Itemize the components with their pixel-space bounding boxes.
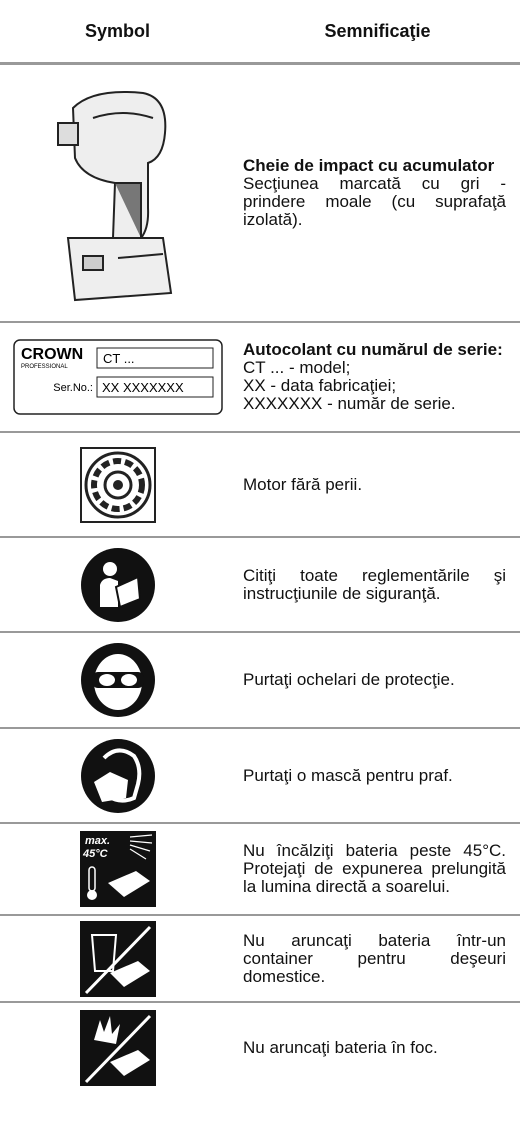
row-text: Citiţi toate reglementările şi instrucţi…: [243, 565, 506, 603]
model-box: [96, 347, 213, 369]
row: Nu aruncaţi bateria în foc.: [0, 1003, 520, 1093]
row-line: XXXXXXX - număr de serie.: [243, 394, 456, 413]
meaning-cell: Citiţi toate reglementările şi instrucţi…: [235, 538, 520, 631]
meaning-cell: Cheie de impact cu acumulator Secţiunea …: [235, 65, 520, 321]
dust-mask-icon: [80, 738, 155, 813]
row: Cheie de impact cu acumulator Secţiunea …: [0, 65, 520, 323]
no-bin-icon: [79, 920, 156, 997]
row: Purtaţi o mască pentru praf.: [0, 729, 520, 824]
row: CROWN PROFESSIONAL CT ... Ser.No.: XX XX…: [0, 323, 520, 433]
symbol-cell: [0, 65, 235, 321]
no-fire-icon: [79, 1010, 156, 1086]
row-text: Purtaţi o mască pentru praf.: [243, 765, 453, 785]
symbol-cell: [0, 1003, 235, 1093]
temperature-icon: max. 45°C: [79, 831, 156, 907]
label-sub: PROFESSIONAL: [21, 364, 68, 370]
header-symbol: Symbol: [84, 20, 150, 41]
row: max. 45°C Nu încălziţi bateria peste 45°…: [0, 824, 520, 916]
serial-box: [96, 376, 213, 398]
meaning-cell: Purtaţi o mască pentru praf.: [235, 729, 520, 822]
header-meaning: Semnificaţie: [324, 20, 431, 41]
read-manual-icon: [80, 547, 155, 622]
symbol-cell: CROWN PROFESSIONAL CT ... Ser.No.: XX XX…: [0, 323, 235, 431]
label-serial-label: Ser.No.:: [53, 382, 93, 394]
symbol-cell: [0, 916, 235, 1001]
meaning-cell: Purtaţi ochelari de protecţie.: [235, 633, 520, 727]
meaning-cell: Motor fără perii.: [235, 433, 520, 536]
serial-label-icon: CROWN PROFESSIONAL CT ... Ser.No.: XX XX…: [12, 339, 223, 415]
symbol-cell: max. 45°C: [0, 824, 235, 914]
meaning-cell: Nu încălziţi bateria peste 45°C. Proteja…: [235, 824, 520, 914]
meaning-cell: Nu aruncaţi bateria într-un container pe…: [235, 916, 520, 1001]
symbol-cell: [0, 729, 235, 822]
row-text: Purtaţi ochelari de protecţie.: [243, 670, 455, 689]
meaning-cell: Autocolant cu numărul de serie: CT ... -…: [235, 323, 520, 431]
symbol-cell: [0, 633, 235, 727]
row: Purtaţi ochelari de protecţie.: [0, 633, 520, 729]
row-text: Secţiunea marcată cu gri - prindere moal…: [243, 174, 506, 229]
symbol-cell: [0, 538, 235, 631]
label-model: CT ...: [103, 351, 135, 366]
row-text: Nu aruncaţi bateria într-un container pe…: [243, 930, 506, 986]
icon-temp: 45°C: [82, 848, 109, 860]
row-text: Nu aruncaţi bateria în foc.: [243, 1038, 438, 1057]
row-text: Motor fără perii.: [243, 474, 363, 494]
row-title: Cheie de impact cu acumulator: [243, 156, 495, 175]
row-line: XX - data fabricaţiei;: [243, 376, 397, 395]
label-serial: XX XXXXXXX: [102, 380, 184, 395]
row: Motor fără perii.: [0, 433, 520, 538]
meaning-cell: Nu aruncaţi bateria în foc.: [235, 1003, 520, 1093]
row-line: CT ... - model;: [243, 358, 351, 377]
row-title: Autocolant cu numărul de serie:: [243, 340, 503, 359]
label-brand: CROWN: [21, 346, 83, 363]
motor-icon: [79, 446, 156, 523]
drill-icon: [56, 91, 172, 302]
table-header: Symbol Semnificaţie: [0, 0, 520, 65]
row-text: Nu încălziţi bateria peste 45°C. Proteja…: [243, 841, 506, 896]
row: Nu aruncaţi bateria într-un container pe…: [0, 916, 520, 1003]
symbol-cell: [0, 433, 235, 536]
icon-max: max.: [85, 835, 110, 847]
goggles-icon: [80, 643, 155, 717]
row: Citiţi toate reglementările şi instrucţi…: [0, 538, 520, 633]
